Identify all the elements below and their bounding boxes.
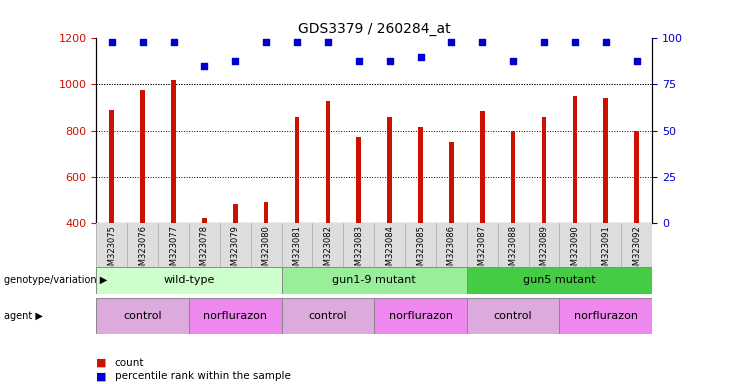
Bar <box>189 298 282 334</box>
Text: GSM323092: GSM323092 <box>632 225 641 276</box>
Bar <box>418 127 423 223</box>
Bar <box>559 298 652 334</box>
Bar <box>634 131 639 223</box>
Text: agent ▶: agent ▶ <box>4 311 42 321</box>
Bar <box>374 298 467 334</box>
Text: GSM323079: GSM323079 <box>230 225 240 276</box>
Bar <box>480 111 485 223</box>
Point <box>507 58 519 64</box>
Point <box>476 39 488 45</box>
Bar <box>96 267 282 294</box>
Text: control: control <box>494 311 533 321</box>
Bar <box>282 298 374 334</box>
Bar <box>96 298 189 334</box>
Point <box>167 39 179 45</box>
Text: norflurazon: norflurazon <box>574 311 638 321</box>
Point <box>353 58 365 64</box>
Text: GSM323085: GSM323085 <box>416 225 425 276</box>
Text: ■: ■ <box>96 358 107 368</box>
Point <box>229 58 241 64</box>
Text: GSM323083: GSM323083 <box>354 225 363 276</box>
Bar <box>171 80 176 223</box>
Bar <box>449 142 453 223</box>
Text: GSM323086: GSM323086 <box>447 225 456 276</box>
Point <box>106 39 118 45</box>
Text: GSM323078: GSM323078 <box>200 225 209 276</box>
Point <box>445 39 457 45</box>
Point <box>415 54 427 60</box>
Point <box>569 39 581 45</box>
Bar <box>467 298 559 334</box>
Point <box>136 39 148 45</box>
Text: genotype/variation ▶: genotype/variation ▶ <box>4 275 107 285</box>
Text: ■: ■ <box>96 371 107 381</box>
Text: percentile rank within the sample: percentile rank within the sample <box>115 371 290 381</box>
Title: GDS3379 / 260284_at: GDS3379 / 260284_at <box>298 22 451 36</box>
Text: GSM323087: GSM323087 <box>478 225 487 276</box>
Point <box>600 39 612 45</box>
Bar <box>233 204 238 223</box>
Bar <box>603 98 608 223</box>
Text: norflurazon: norflurazon <box>203 311 268 321</box>
Text: norflurazon: norflurazon <box>388 311 453 321</box>
Text: control: control <box>308 311 348 321</box>
Text: GSM323075: GSM323075 <box>107 225 116 276</box>
Text: gun5 mutant: gun5 mutant <box>523 275 596 285</box>
Bar <box>264 202 268 223</box>
Text: GSM323080: GSM323080 <box>262 225 270 276</box>
Text: gun1-9 mutant: gun1-9 mutant <box>332 275 416 285</box>
Text: control: control <box>123 311 162 321</box>
Text: wild-type: wild-type <box>163 275 215 285</box>
Text: GSM323084: GSM323084 <box>385 225 394 276</box>
Text: GSM323077: GSM323077 <box>169 225 178 276</box>
Bar <box>325 101 330 223</box>
Bar <box>140 90 145 223</box>
Bar <box>573 96 577 223</box>
Bar <box>295 117 299 223</box>
Point <box>260 39 272 45</box>
Bar <box>110 110 114 223</box>
Text: GSM323088: GSM323088 <box>508 225 518 276</box>
Bar <box>542 117 546 223</box>
Text: GSM323081: GSM323081 <box>293 225 302 276</box>
Bar <box>282 267 467 294</box>
Bar <box>467 267 652 294</box>
Point <box>322 39 333 45</box>
Point <box>631 58 642 64</box>
Text: GSM323091: GSM323091 <box>601 225 611 276</box>
Bar <box>511 131 516 223</box>
Point <box>199 63 210 69</box>
Bar <box>388 117 392 223</box>
Text: GSM323076: GSM323076 <box>138 225 147 276</box>
Point <box>384 58 396 64</box>
Text: GSM323089: GSM323089 <box>539 225 548 276</box>
Point <box>538 39 550 45</box>
Text: GSM323090: GSM323090 <box>571 225 579 276</box>
Point <box>291 39 303 45</box>
Text: count: count <box>115 358 144 368</box>
Bar <box>202 218 207 223</box>
Text: GSM323082: GSM323082 <box>323 225 333 276</box>
Bar <box>356 137 361 223</box>
